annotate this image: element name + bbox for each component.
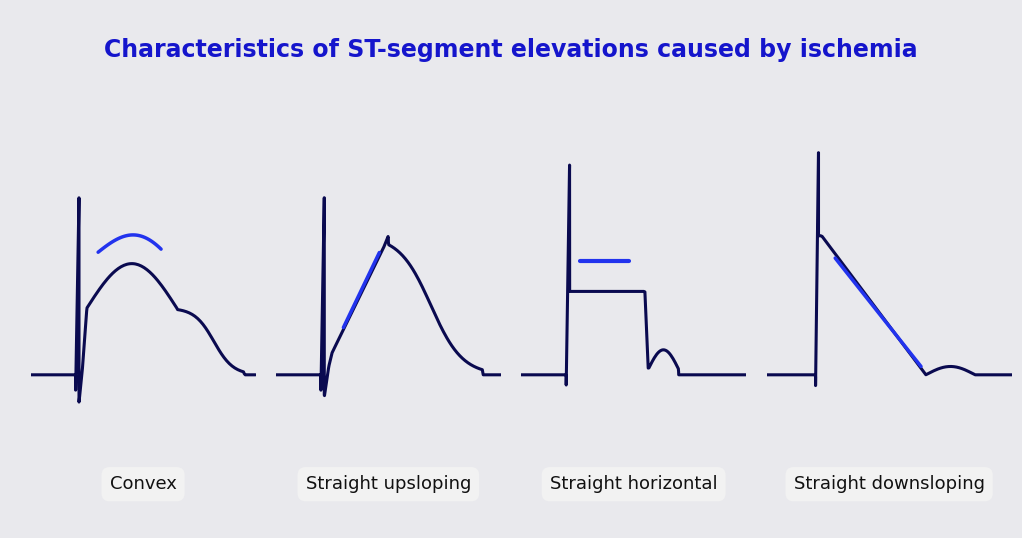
Text: Convex: Convex bbox=[109, 475, 177, 493]
Text: Straight downsloping: Straight downsloping bbox=[794, 475, 984, 493]
Text: Straight horizontal: Straight horizontal bbox=[550, 475, 717, 493]
Text: Straight upsloping: Straight upsloping bbox=[306, 475, 471, 493]
Text: Characteristics of ST-segment elevations caused by ischemia: Characteristics of ST-segment elevations… bbox=[104, 38, 918, 62]
